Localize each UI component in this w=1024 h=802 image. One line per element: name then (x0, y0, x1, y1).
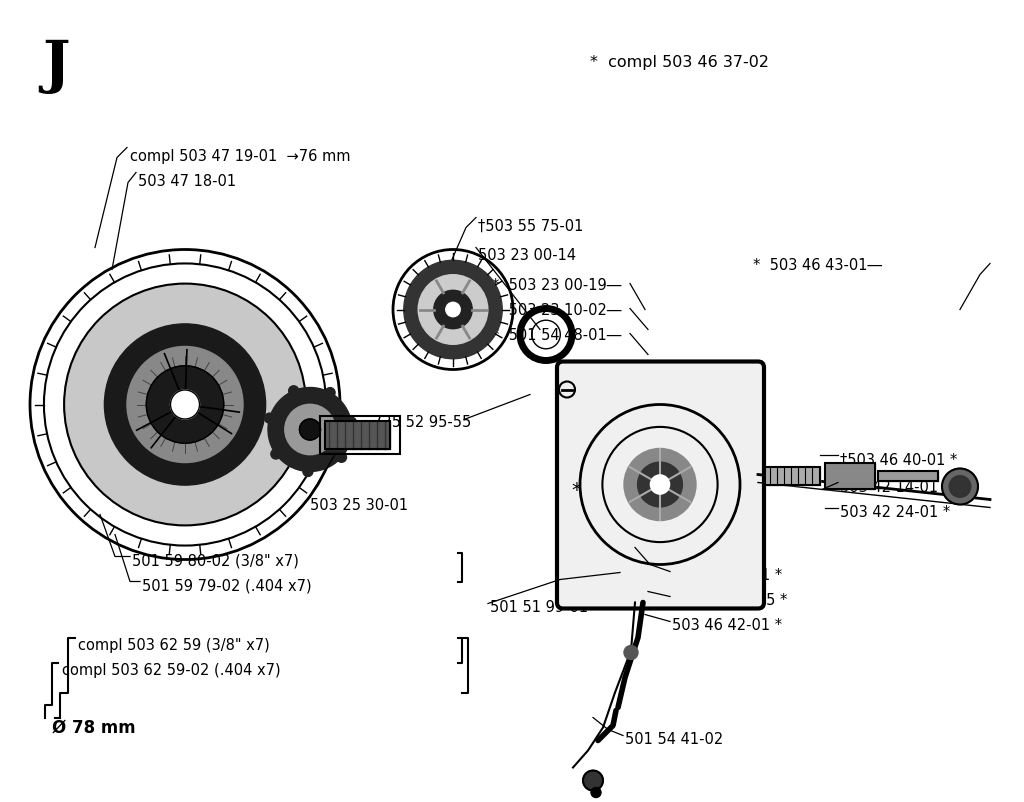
Circle shape (325, 388, 335, 398)
Bar (825, 463, 874, 489)
Bar (878, 471, 938, 481)
Text: 503 46 42-01 *: 503 46 42-01 * (672, 618, 782, 633)
Circle shape (65, 284, 306, 526)
Circle shape (271, 449, 281, 460)
Circle shape (268, 388, 352, 472)
Text: 503 25 30-01: 503 25 30-01 (310, 498, 409, 512)
Text: compl 503 47 19-01  →76 mm: compl 503 47 19-01 →76 mm (130, 148, 350, 164)
Text: 503 47 18-01: 503 47 18-01 (138, 173, 237, 188)
Bar (825, 463, 874, 489)
Circle shape (146, 367, 223, 444)
Text: Ø 78 mm: Ø 78 mm (52, 718, 135, 735)
Text: 501 51 99-01: 501 51 99-01 (490, 600, 588, 615)
Bar (765, 467, 820, 485)
Circle shape (285, 405, 335, 455)
Text: J: J (42, 38, 70, 95)
Text: 503 23 00-14: 503 23 00-14 (478, 248, 577, 263)
Circle shape (170, 391, 200, 419)
Bar (325, 421, 390, 449)
Circle shape (624, 646, 638, 660)
Text: 503 42 24-01 *: 503 42 24-01 * (840, 505, 950, 520)
Circle shape (303, 467, 313, 477)
Text: 501 59 79-02 (.404 x7): 501 59 79-02 (.404 x7) (142, 577, 311, 593)
Text: *: * (571, 480, 581, 500)
Circle shape (583, 771, 603, 791)
Circle shape (127, 347, 243, 463)
Circle shape (289, 387, 299, 396)
Wedge shape (136, 405, 185, 448)
Text: 501 59 80-02 (3/8" x7): 501 59 80-02 (3/8" x7) (132, 553, 299, 568)
Bar (765, 467, 820, 485)
Text: *  503 23 10-02―: * 503 23 10-02― (492, 303, 622, 318)
Text: 501 54 41-02: 501 54 41-02 (625, 731, 723, 747)
Text: *  501 54 48-01―: * 501 54 48-01― (492, 328, 622, 343)
Bar (878, 471, 938, 481)
Text: 503 42 14-01 *: 503 42 14-01 * (840, 480, 950, 495)
Text: *  503 46 43-01―: * 503 46 43-01― (753, 258, 882, 273)
Circle shape (445, 303, 460, 318)
Circle shape (337, 452, 346, 463)
Bar (319, 416, 400, 454)
Text: *  compl 503 46 37-02: * compl 503 46 37-02 (590, 55, 769, 71)
Text: †503 55 75-01: †503 55 75-01 (478, 218, 584, 233)
Circle shape (264, 414, 274, 423)
Text: compl 503 62 59-02 (.404 x7): compl 503 62 59-02 (.404 x7) (62, 662, 281, 678)
Circle shape (638, 463, 682, 508)
Bar (325, 421, 390, 449)
Circle shape (949, 476, 971, 498)
Circle shape (624, 449, 696, 520)
Circle shape (346, 418, 356, 427)
Text: †503 46 40-01 *: †503 46 40-01 * (840, 452, 957, 467)
Circle shape (650, 476, 670, 495)
Circle shape (403, 261, 502, 359)
Circle shape (942, 469, 978, 505)
Wedge shape (165, 350, 187, 405)
Circle shape (434, 291, 472, 330)
Text: 501 28 85-01 *: 501 28 85-01 * (672, 568, 782, 583)
Wedge shape (185, 405, 240, 434)
FancyBboxPatch shape (557, 362, 764, 609)
Circle shape (591, 788, 601, 797)
Circle shape (104, 325, 265, 485)
Text: compl 503 62 59 (3/8" x7): compl 503 62 59 (3/8" x7) (78, 638, 269, 653)
Circle shape (418, 275, 487, 345)
Text: *  503 23 00-19―: * 503 23 00-19― (492, 278, 622, 294)
Text: 725 52 95-55: 725 52 95-55 (373, 415, 471, 430)
Circle shape (299, 419, 321, 440)
Text: ;721 42 03-25 *: ;721 42 03-25 * (672, 593, 787, 608)
